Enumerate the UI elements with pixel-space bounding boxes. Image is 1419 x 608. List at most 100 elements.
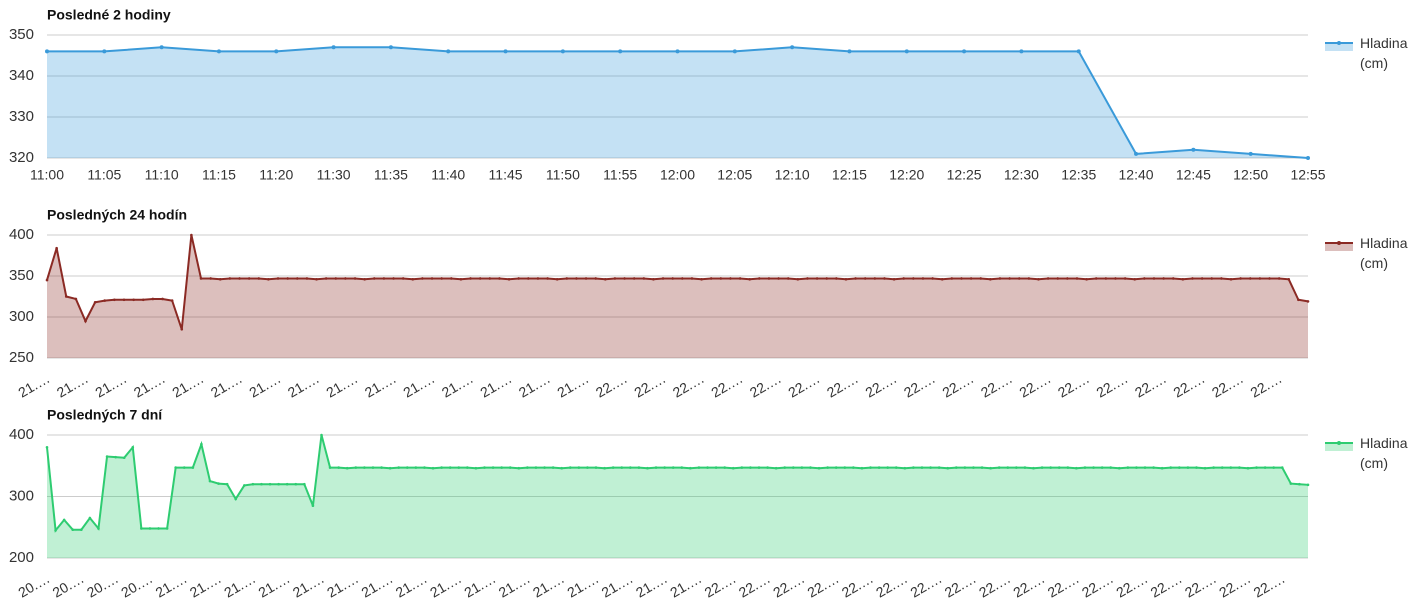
point (980, 466, 984, 469)
point (904, 49, 909, 54)
point (847, 49, 852, 54)
point (894, 466, 898, 469)
point (382, 277, 386, 280)
point (646, 466, 649, 470)
point (1032, 466, 1035, 470)
point (989, 466, 992, 470)
x-tick-label: 11:30 (317, 167, 351, 183)
point (182, 466, 186, 469)
point (940, 277, 944, 281)
x-tick-label: 22.… (939, 370, 976, 401)
point (131, 446, 135, 449)
point (122, 456, 126, 460)
x-tick-label: 22.… (1251, 570, 1288, 601)
point (1075, 277, 1079, 280)
point (498, 277, 501, 280)
line (46, 434, 1309, 533)
point (689, 466, 692, 470)
x-tick-label: 22.… (1170, 370, 1207, 401)
point (969, 277, 973, 280)
point (852, 466, 855, 469)
point (1133, 277, 1137, 281)
point (74, 297, 78, 301)
point (274, 49, 279, 54)
chart-title: Posledné 2 hodiny (47, 7, 171, 23)
point (1210, 277, 1214, 280)
point (873, 277, 877, 280)
point (844, 277, 848, 281)
point (937, 466, 941, 469)
point (796, 277, 800, 281)
legend-label: Hladina (cm) (1360, 435, 1408, 471)
point (397, 466, 401, 469)
x-tick-label: 22.… (1055, 370, 1092, 401)
point (637, 466, 641, 469)
x-tick-label: 21.… (554, 370, 591, 401)
point (457, 466, 461, 469)
point (972, 466, 975, 469)
point (757, 466, 761, 469)
x-tick-label: 22.… (976, 570, 1013, 601)
point (661, 277, 665, 280)
point (766, 466, 769, 469)
point (883, 277, 886, 280)
y-tick-label: 200 (9, 549, 34, 566)
point (792, 466, 795, 469)
point (749, 466, 752, 469)
point (912, 466, 915, 469)
x-tick-label: 12:20 (889, 167, 924, 183)
point (654, 466, 658, 469)
point (950, 277, 954, 280)
point (448, 466, 452, 469)
point (507, 277, 511, 281)
point (1298, 482, 1301, 486)
point (251, 482, 255, 486)
legend-label: Hladina (cm) (1360, 235, 1408, 271)
point (1143, 466, 1147, 469)
point (132, 298, 135, 302)
point (170, 299, 174, 302)
x-tick-label: 20.… (118, 570, 155, 601)
x-tick-label: 21.… (246, 370, 283, 401)
x-tick-label: 22.… (901, 370, 938, 401)
point (55, 246, 58, 250)
x-tick-label: 11:10 (145, 167, 179, 183)
point (440, 277, 443, 280)
point (1019, 49, 1024, 54)
point (1037, 277, 1040, 281)
point (200, 442, 203, 446)
point (920, 466, 924, 469)
point (1258, 277, 1262, 280)
point (371, 466, 375, 469)
point (474, 466, 478, 470)
point (315, 277, 318, 281)
point (1280, 466, 1284, 469)
x-tick-label: 21.… (323, 370, 360, 401)
point (998, 277, 1002, 280)
point (1117, 466, 1121, 470)
point (1123, 277, 1127, 280)
point (929, 466, 932, 469)
x-tick-label: 12:25 (947, 167, 982, 183)
point (380, 466, 383, 469)
x-tick-label: 22.… (593, 370, 630, 401)
point (1162, 277, 1165, 280)
point (800, 466, 804, 469)
point (1094, 277, 1098, 280)
x-tick-label: 22.… (631, 370, 668, 401)
x-tick-label: 21.… (439, 370, 476, 401)
point (1152, 466, 1155, 469)
x-tick-label: 11:55 (603, 167, 637, 183)
point (1027, 277, 1031, 280)
point (786, 277, 790, 280)
point (446, 49, 451, 54)
point (421, 277, 424, 280)
x-tick-label: 21.… (667, 570, 704, 601)
point (902, 277, 906, 280)
x-tick-label: 12:35 (1061, 167, 1096, 183)
point (122, 298, 126, 302)
point (459, 277, 463, 281)
point (671, 466, 675, 469)
x-tick-label: 21.… (516, 370, 553, 401)
